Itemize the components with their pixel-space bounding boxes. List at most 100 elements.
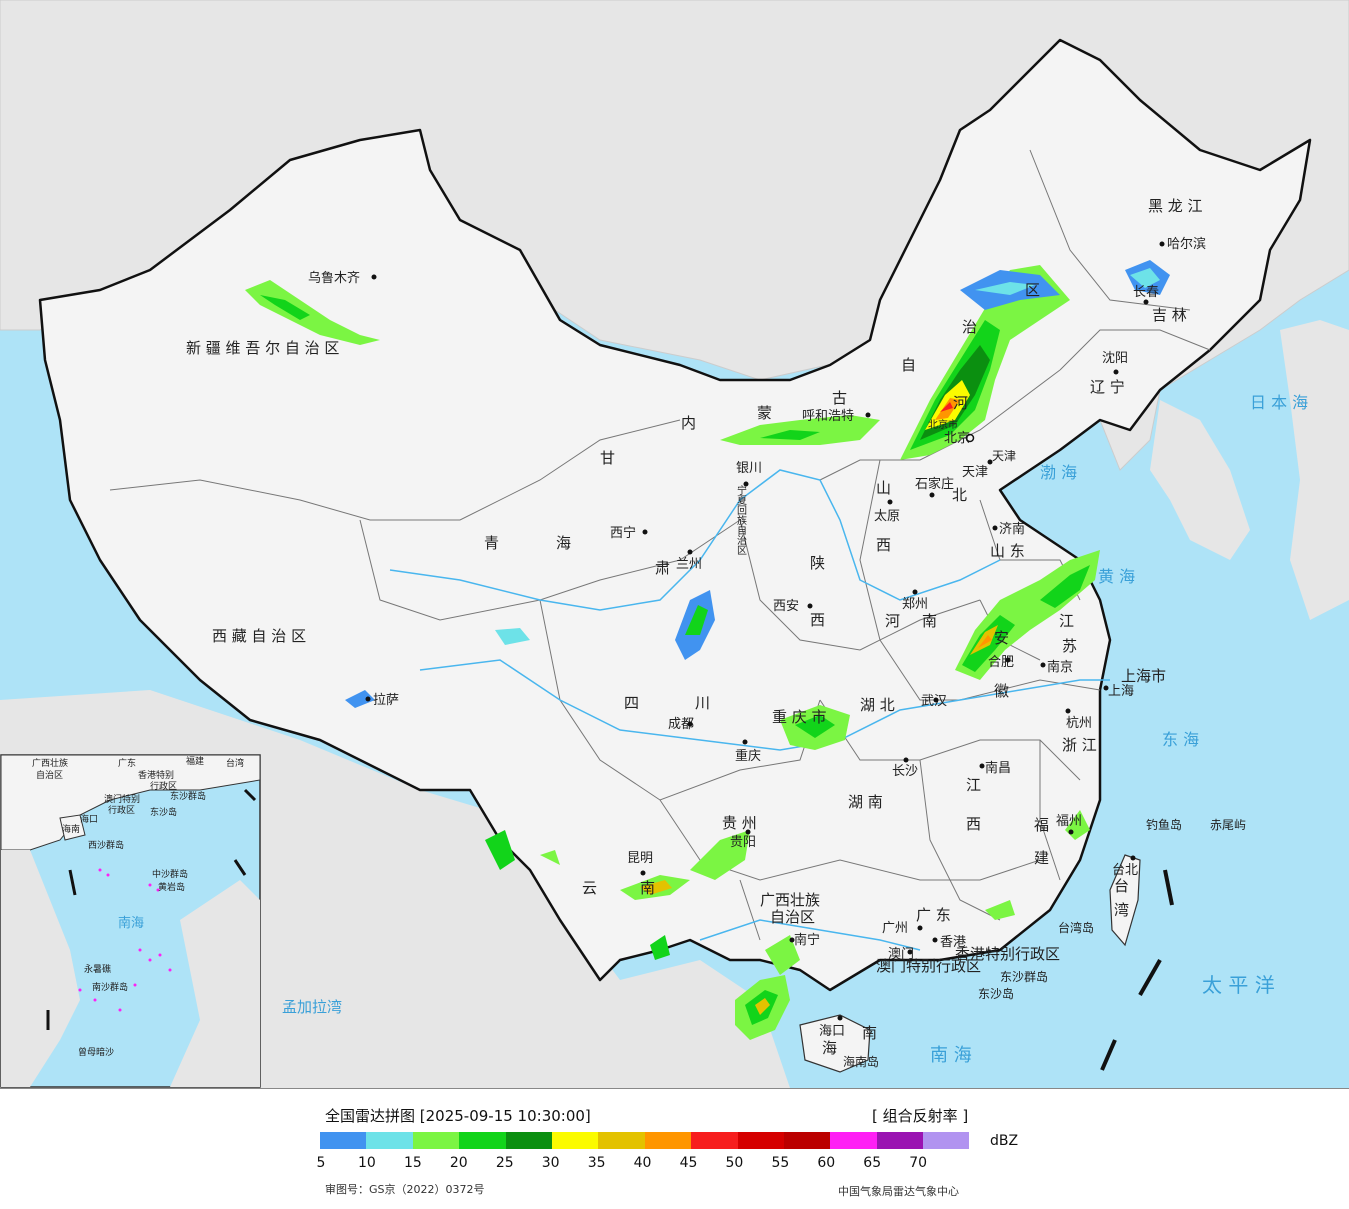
- inset-label: 黄岩岛: [158, 881, 185, 893]
- province-label: 西: [876, 536, 891, 554]
- city-label: 济南: [999, 521, 1025, 537]
- province-label: 北: [952, 486, 967, 504]
- inset-label: 澳门特别: [104, 793, 140, 805]
- province-label: 重 庆 市: [772, 708, 827, 726]
- province-label: 肃: [655, 559, 670, 577]
- radar-map: 新 疆 维 吾 尔 自 治 区 西 藏 自 治 区 青 海 甘 肃 内 蒙 古 …: [0, 0, 1349, 1088]
- color-scale-segment: [459, 1132, 506, 1149]
- city-label: 广州: [882, 921, 908, 936]
- color-scale-tick: 55: [771, 1155, 790, 1171]
- color-scale-segment: [412, 1132, 460, 1149]
- sea-label: 孟加拉湾: [282, 998, 342, 1016]
- province-label: 治: [962, 318, 977, 336]
- inset-label: 自治区: [36, 769, 63, 781]
- province-label: 广西壮族: [760, 891, 820, 909]
- city-label: 长沙: [892, 764, 918, 779]
- city-label: 澳门: [888, 946, 914, 962]
- inset-label: 南沙群岛: [92, 981, 128, 993]
- color-scale-segment: [737, 1132, 784, 1149]
- province-label: 古: [832, 389, 847, 407]
- inset-label: 广西壮族: [32, 757, 68, 769]
- color-scale-segment: [923, 1132, 970, 1149]
- color-scale-tick: 10: [358, 1155, 376, 1171]
- province-label: 广 东: [916, 906, 951, 924]
- color-scale-segment: [505, 1132, 552, 1149]
- province-label: 北京市: [928, 418, 958, 431]
- province-label: 南: [922, 612, 937, 630]
- province-label: 南: [862, 1024, 877, 1042]
- nine-dash-line: [1100, 869, 1174, 1071]
- island-label: 东沙岛: [978, 986, 1014, 1001]
- city-label: 南宁: [794, 932, 820, 948]
- province-label: 海: [556, 534, 571, 552]
- province-label: 香港特别行政区: [955, 945, 1060, 963]
- inset-label: 海口: [80, 813, 98, 825]
- city-label: 合肥: [988, 655, 1014, 670]
- province-label: 四: [624, 694, 639, 712]
- unit-label: dBZ: [990, 1133, 1019, 1149]
- province-label: 自治区: [770, 908, 815, 926]
- island-label: 钓鱼岛: [1146, 817, 1182, 832]
- city-label: 银川: [736, 461, 762, 476]
- province-label: 建: [1034, 849, 1049, 867]
- inset-label: 东沙岛: [150, 806, 177, 818]
- city-label: 福州: [1056, 814, 1082, 829]
- city-label: 哈尔滨: [1167, 236, 1206, 252]
- province-label: 陕: [810, 554, 825, 572]
- inset-label: 行政区: [108, 804, 135, 816]
- city-label: 石家庄: [915, 476, 954, 492]
- province-label: 辽 宁: [1090, 378, 1125, 396]
- city-label: 乌鲁木齐: [308, 270, 360, 286]
- radar-echoes: [245, 260, 1170, 1040]
- color-scale-tick: 70: [909, 1155, 928, 1171]
- city-label: 郑州: [902, 597, 928, 612]
- color-scale-segment: [551, 1132, 599, 1149]
- sea-label: 日 本 海: [1250, 393, 1308, 412]
- color-scale-segment: [598, 1132, 645, 1149]
- legend-title: 全国雷达拼图 [2025-09-15 10:30:00]: [325, 1107, 591, 1125]
- province-label: 西: [966, 815, 981, 833]
- province-label: 川: [695, 694, 710, 712]
- legend-panel: 全国雷达拼图 [2025-09-15 10:30:00] [ 组合反射率 ] d…: [0, 1088, 1349, 1209]
- sea-label: 太 平 洋: [1202, 973, 1275, 997]
- color-scale-segment: [830, 1132, 877, 1149]
- sea-label: 黄 海: [1098, 567, 1135, 586]
- inset-label: 中沙群岛: [152, 868, 188, 880]
- province-label: 青: [484, 534, 499, 552]
- city-label: 贵阳: [730, 835, 756, 850]
- city-markers: [365, 241, 1165, 1021]
- color-scale-ticks: 5 10 15 20 25 30 35 40 45 50 55 60 65 70: [300, 1155, 1000, 1175]
- color-scale-bar: [320, 1132, 970, 1149]
- city-label: 呼和浩特: [802, 409, 854, 424]
- city-label: 台北: [1112, 863, 1138, 878]
- province-label: 黑 龙 江: [1148, 197, 1203, 215]
- province-label: 澳门特别行政区: [876, 957, 981, 975]
- province-label-ningxia: 宁夏回族自治区: [735, 484, 747, 555]
- province-label: 内: [681, 414, 696, 432]
- map-approval-number: 审图号：GS京（2022）0372号: [325, 1183, 485, 1196]
- inset-label: 台湾: [226, 757, 244, 769]
- province-label: 山: [876, 479, 891, 497]
- city-label: 南京: [1047, 659, 1073, 675]
- sea-label: 南 海: [930, 1045, 972, 1066]
- city-label: 拉萨: [373, 693, 399, 708]
- province-label: 浙 江: [1062, 736, 1097, 754]
- color-scale-tick: 25: [495, 1155, 514, 1171]
- city-label: 杭州: [1066, 716, 1092, 731]
- city-label: 天津: [962, 465, 988, 480]
- city-label: 沈阳: [1102, 351, 1128, 366]
- city-label: 香港: [940, 935, 966, 950]
- inset-label: 广东: [118, 757, 136, 769]
- city-label: 成都: [668, 717, 694, 732]
- city-label: 昆明: [627, 851, 653, 866]
- province-label: 江: [1059, 612, 1074, 630]
- hainan-island: [799, 1014, 871, 1073]
- inset-label: 永暑礁: [84, 963, 111, 975]
- color-scale-segment: [783, 1132, 831, 1149]
- color-scale-tick: 45: [679, 1155, 698, 1171]
- inset-label: 行政区: [150, 780, 177, 792]
- color-scale-tick: 20: [449, 1155, 468, 1171]
- color-scale-tick: 65: [863, 1155, 882, 1171]
- province-label: 新 疆 维 吾 尔 自 治 区: [186, 339, 339, 357]
- province-label: 蒙: [757, 404, 772, 422]
